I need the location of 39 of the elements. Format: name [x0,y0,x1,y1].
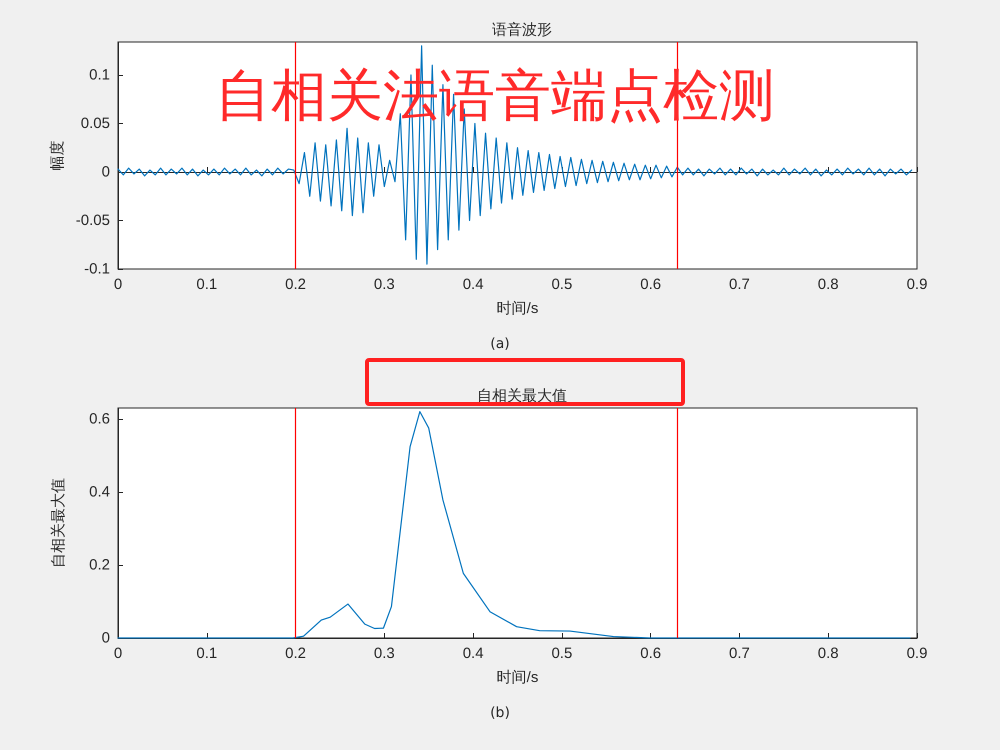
x-tick-label: 0.3 [374,645,395,662]
chart-title: 自相关最大值 [477,386,567,404]
y-tick-label: 0.1 [89,66,110,84]
y-tick-label: 0 [102,630,110,646]
x-tick-label: 0 [114,276,122,293]
y-tick-label: -0.05 [76,212,110,229]
x-tick-label: 0.7 [729,645,750,662]
line-series [117,45,912,265]
x-tick-label: 0.4 [462,276,484,293]
y-axis-title: 幅度 [48,140,66,170]
x-tick-label: 0.9 [906,276,928,293]
x-tick-label: 0.5 [551,276,572,293]
x-axis-title: 时间/s [496,300,538,317]
x-tick-label: 0.6 [640,645,662,662]
x-tick-label: 0.2 [285,276,306,293]
text: (a) [490,336,510,352]
y-axis-title: 自相关最大值 [50,478,67,568]
x-tick-label: 0.1 [196,645,218,662]
y-tick-label: 0.05 [80,114,110,132]
x-axis-title: 时间/s [496,669,538,686]
x-tick-label: 0 [114,645,122,662]
x-tick-label: 0.5 [551,645,572,662]
x-tick-label: 0.8 [818,645,839,662]
x-tick-label: 0.6 [640,276,662,293]
y-tick-label: 0.6 [89,410,110,428]
y-tick-label: -0.1 [84,260,110,278]
x-tick-label: 0.9 [906,645,928,662]
y-tick-label: 0 [102,163,110,180]
y-tick-label: 0.2 [89,556,110,574]
y-tick-label: 0.4 [89,483,110,500]
x-tick-label: 0.4 [462,645,484,662]
x-tick-label: 0.1 [196,276,218,293]
x-tick-label: 0.7 [729,276,750,293]
chart-title: 语音波形 [492,20,552,38]
x-tick-label: 0.3 [374,276,395,293]
x-tick-label: 0.2 [285,645,306,662]
text: (b) [490,705,510,721]
line-series [117,411,910,639]
x-tick-label: 0.8 [818,276,839,293]
